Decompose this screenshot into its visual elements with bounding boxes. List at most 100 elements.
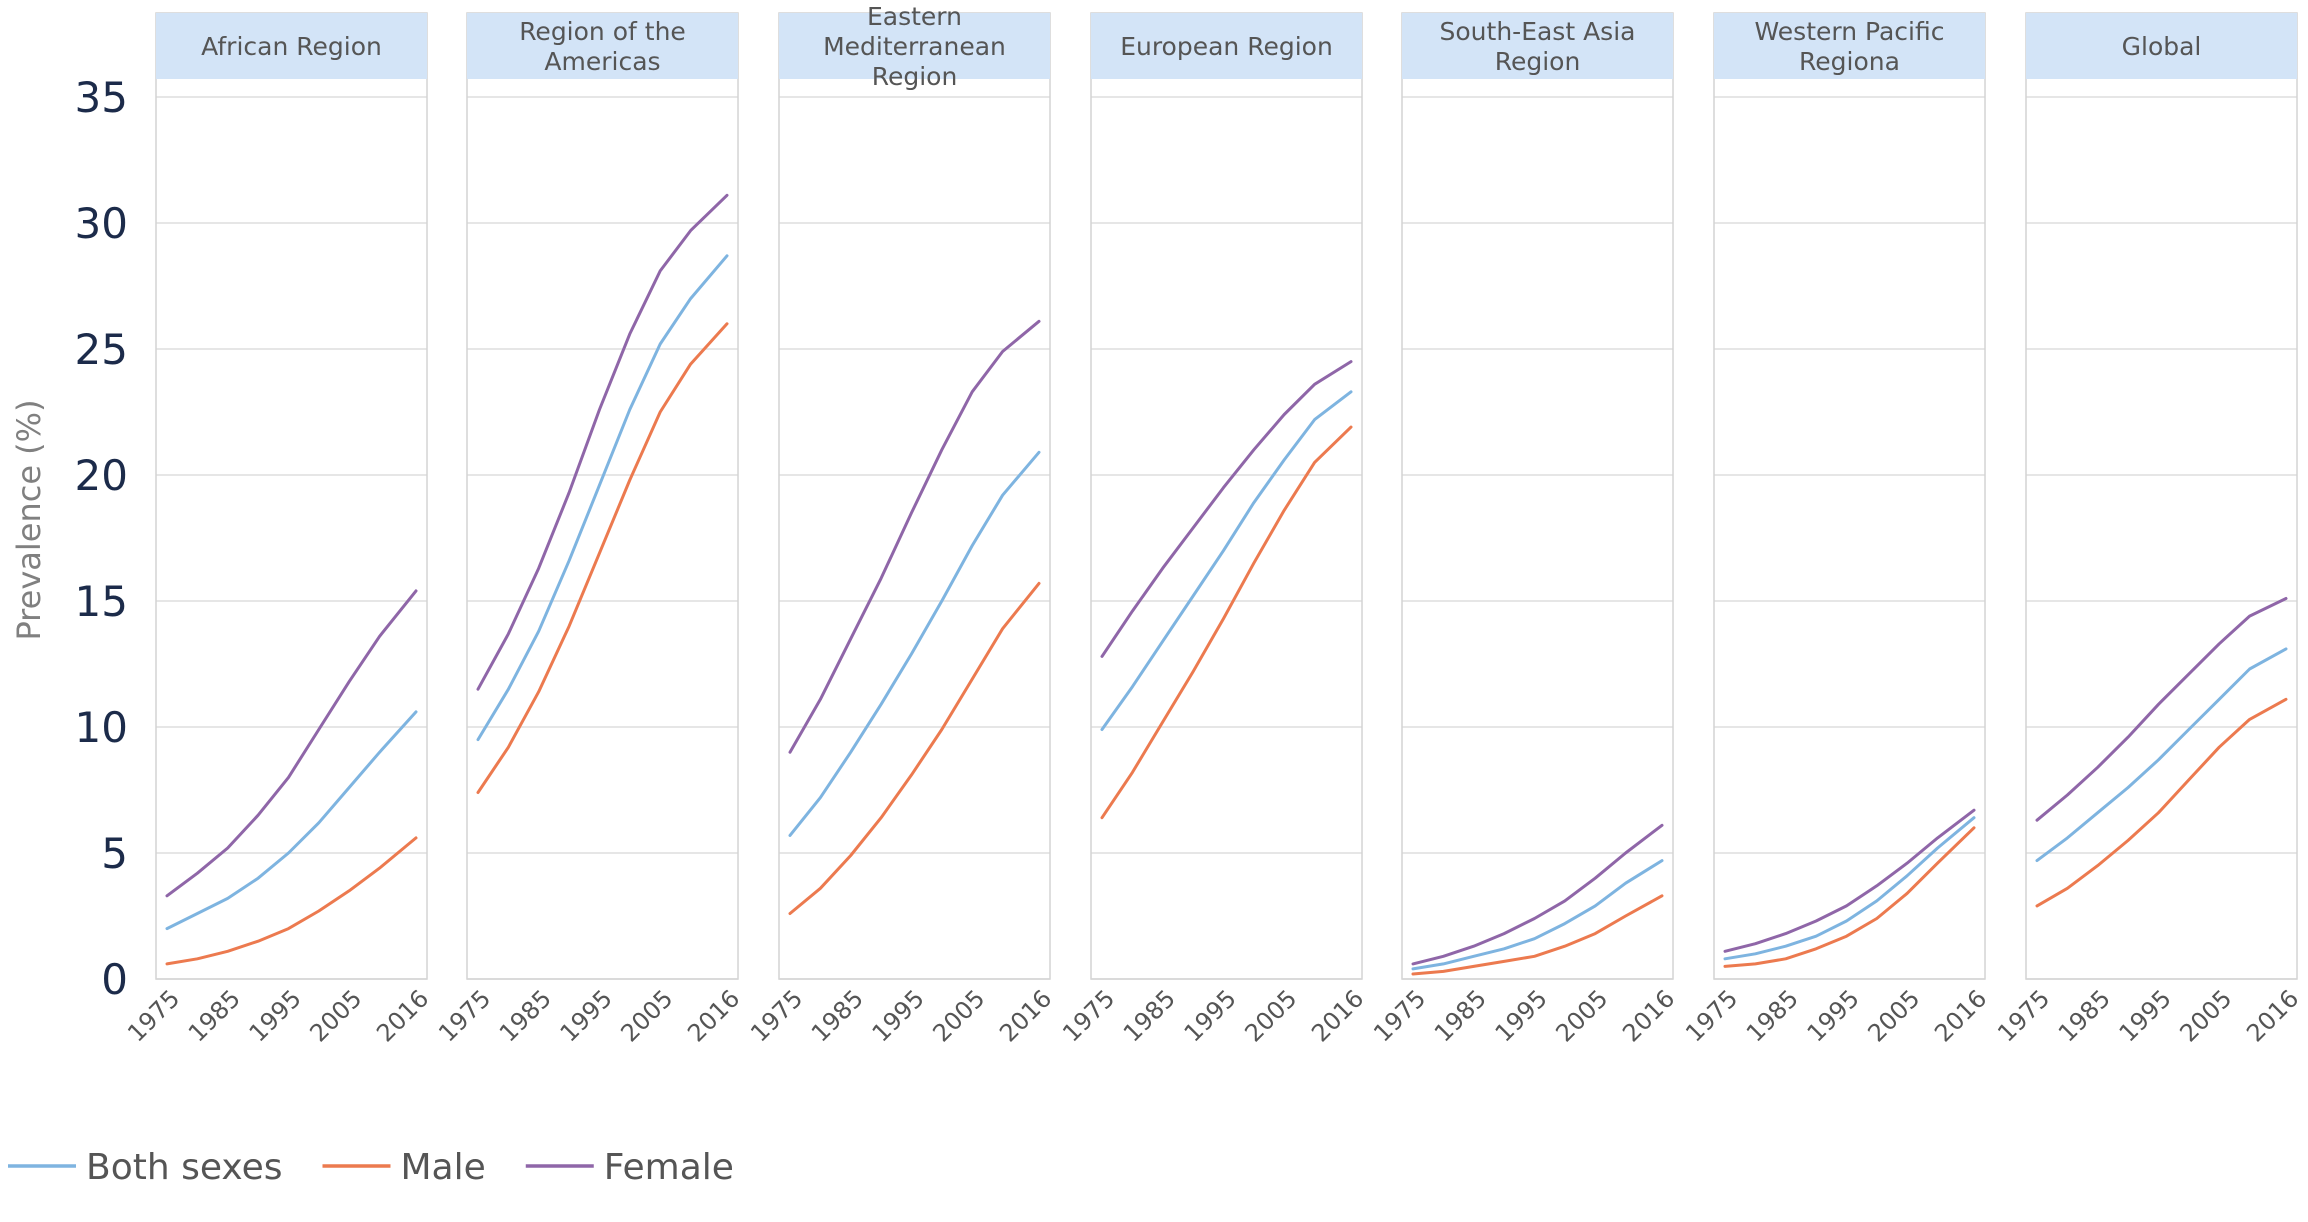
x-tick-label: 1975 (1680, 984, 1743, 1047)
series-line-both-sexes (165, 710, 418, 931)
panel-strip (156, 13, 427, 79)
panel-title: African Region (201, 32, 382, 61)
x-tick-label: 1985 (2053, 984, 2116, 1047)
x-tick-label: 2005 (2174, 984, 2237, 1047)
panel-title: Region of the Americas (519, 17, 686, 76)
panel-border (1401, 12, 1674, 980)
series-line-both-sexes (1411, 859, 1664, 971)
y-tick-label: 35 (75, 73, 128, 122)
x-tick-label: 1975 (433, 984, 496, 1047)
legend: Both sexes Male Female (8, 1147, 734, 1188)
panel-strip (779, 13, 1050, 79)
x-tick-label: 2005 (927, 984, 990, 1047)
panel-strip (2026, 13, 2297, 79)
x-tick-label: 1995 (1179, 984, 1242, 1047)
legend-item-both-sexes: Both sexes (8, 1147, 282, 1188)
x-tick-label: 1975 (122, 984, 185, 1047)
series-line-female (1411, 823, 1664, 966)
panel-border (466, 12, 739, 980)
series-line-both-sexes (476, 254, 729, 742)
x-tick-label: 1975 (1368, 984, 1431, 1047)
series-line-male (165, 836, 418, 966)
x-tick-label: 1995 (1490, 984, 1553, 1047)
y-tick-label: 15 (75, 577, 128, 626)
series-line-both-sexes (1723, 816, 1976, 961)
x-tick-label: 2005 (1862, 984, 1925, 1047)
panel-border (1090, 12, 1363, 980)
panel-title: South-East Asia Region (1440, 17, 1636, 76)
panel-title: European Region (1120, 32, 1333, 61)
panel-border (155, 12, 428, 980)
x-tick-label: 1985 (494, 984, 557, 1047)
series-line-male (1411, 894, 1664, 976)
series-line-male (1723, 826, 1976, 968)
x-tick-label: 2016 (994, 984, 1057, 1047)
x-tick-label: 1995 (867, 984, 930, 1047)
y-tick-label: 0 (101, 955, 128, 1004)
x-tick-label: 2016 (1306, 984, 1369, 1047)
panel-strip (1714, 13, 1985, 79)
series-line-female (476, 193, 729, 691)
legend-item-male: Male (322, 1147, 486, 1188)
series-line-male (2035, 697, 2288, 908)
legend-label: Both sexes (86, 1147, 282, 1188)
y-tick-label: 25 (75, 325, 128, 374)
series-line-male (476, 322, 729, 794)
panel-title: Global (2122, 32, 2202, 61)
x-tick-label: 2016 (1929, 984, 1992, 1047)
panel-title: Eastern Mediterranean Region (823, 2, 1006, 91)
y-tick-label: 10 (75, 703, 128, 752)
series-line-female (165, 589, 418, 898)
y-axis: 0 5 10 15 20 25 30 35 (75, 73, 128, 1004)
legend-label: Female (604, 1147, 734, 1188)
panel-strip (1402, 13, 1673, 79)
y-tick-label: 30 (75, 199, 128, 248)
panel-strip (1091, 13, 1362, 79)
x-tick-label: 1995 (2114, 984, 2177, 1047)
y-tick-label: 5 (101, 829, 128, 878)
series-line-male (788, 581, 1041, 915)
x-tick-label: 1995 (244, 984, 307, 1047)
series-line-male (1100, 425, 1353, 820)
panel-eastern-mediterranean-region: Eastern Mediterranean Region19751985199520… (745, 2, 1057, 1047)
x-tick-label: 2016 (371, 984, 434, 1047)
x-tick-label: 1985 (1118, 984, 1181, 1047)
x-tick-label: 1975 (745, 984, 808, 1047)
x-tick-label: 2005 (1550, 984, 1613, 1047)
x-tick-label: 1985 (1741, 984, 1804, 1047)
x-tick-label: 1975 (1057, 984, 1120, 1047)
x-tick-label: 2016 (1617, 984, 1680, 1047)
series-line-female (1100, 360, 1353, 658)
series-line-both-sexes (2035, 647, 2288, 863)
y-tick-label: 20 (75, 451, 128, 500)
x-tick-label: 2005 (1239, 984, 1302, 1047)
series-line-female (1723, 808, 1976, 953)
panel-strip (467, 13, 738, 79)
legend-item-female: Female (525, 1147, 734, 1188)
x-tick-label: 1975 (1992, 984, 2055, 1047)
x-tick-label: 2016 (682, 984, 745, 1047)
x-tick-label: 2005 (615, 984, 678, 1047)
legend-label: Male (400, 1147, 485, 1188)
x-tick-label: 1995 (1802, 984, 1865, 1047)
y-axis-label: Prevalence (%) (10, 399, 48, 640)
x-tick-label: 1985 (806, 984, 869, 1047)
panel-title: Western Pacific Regiona (1755, 17, 1945, 76)
panel-border (2025, 12, 2298, 980)
panel-border (778, 12, 1051, 980)
series-line-female (2035, 597, 2288, 822)
x-tick-label: 1985 (183, 984, 246, 1047)
x-tick-label: 2016 (2241, 984, 2304, 1047)
x-tick-label: 1995 (555, 984, 618, 1047)
series-line-female (788, 319, 1041, 754)
x-tick-label: 2005 (304, 984, 367, 1047)
series-line-both-sexes (1100, 390, 1353, 731)
series-line-both-sexes (788, 450, 1041, 837)
